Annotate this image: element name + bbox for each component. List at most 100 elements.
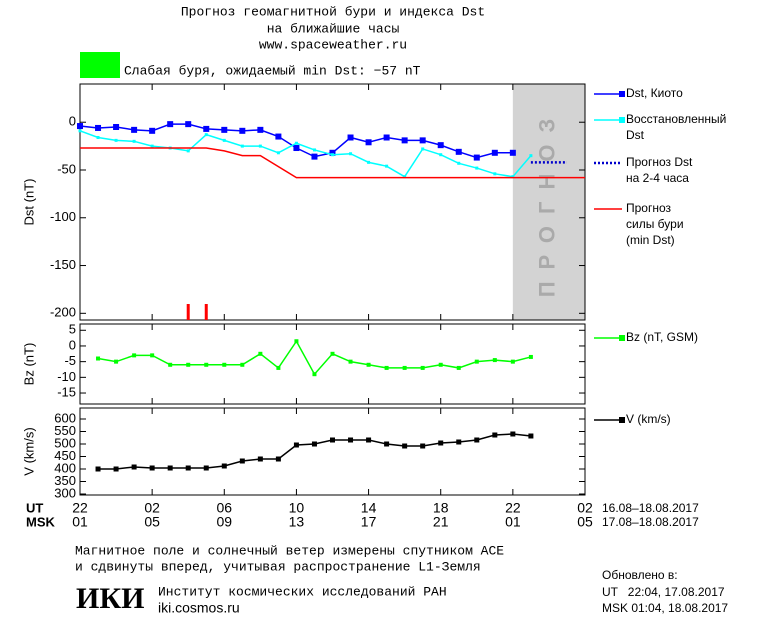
data-point (437, 142, 444, 149)
y-tick-label: -10 (57, 369, 76, 384)
data-point (275, 133, 282, 140)
x-tick-label-msk: 01 (72, 514, 88, 530)
data-point (167, 465, 173, 471)
data-point (150, 353, 155, 358)
data-point (529, 154, 533, 158)
data-point (457, 161, 461, 165)
legend-label: Bz (nT, GSM) (626, 330, 698, 344)
url: www.spaceweather.ru (259, 37, 407, 52)
data-point (439, 153, 443, 157)
data-point (474, 437, 480, 443)
x-tick-label: 06 (216, 500, 232, 516)
data-point (258, 351, 263, 356)
series-line (80, 147, 585, 179)
data-point (349, 152, 353, 156)
msk-range: 17.08–18.08.2017 (602, 515, 699, 529)
data-point (438, 440, 444, 446)
data-point (330, 437, 335, 443)
data-point (311, 153, 318, 160)
data-point (240, 362, 245, 367)
data-point (312, 148, 316, 152)
data-point (420, 365, 425, 370)
data-point (186, 362, 191, 367)
data-point (367, 160, 371, 164)
data-point (257, 456, 263, 462)
updated-msk: MSK 01:04, 18.08.2017 (602, 601, 728, 615)
x-tick-label-msk: 09 (216, 514, 232, 530)
data-point (438, 362, 443, 367)
series-line (97, 339, 532, 376)
y-tick-label: 300 (54, 485, 76, 500)
data-point (95, 124, 102, 131)
data-point (421, 147, 425, 151)
data-point (203, 125, 210, 132)
legend-label: на 2-4 часа (626, 171, 689, 185)
y-tick-label: 600 (54, 410, 76, 425)
y-tick-label: 0 (69, 337, 76, 352)
y-tick-label: 400 (54, 460, 76, 475)
legend-marker (619, 117, 625, 123)
data-point (420, 443, 426, 449)
data-point (257, 126, 264, 133)
data-point (221, 463, 227, 469)
data-point (167, 121, 174, 128)
y-tick-label: -200 (50, 305, 76, 320)
data-point (510, 359, 515, 364)
series-line (79, 123, 513, 159)
x-tick-label: 10 (289, 500, 305, 516)
data-point (509, 149, 516, 156)
data-point (275, 456, 281, 462)
institute: Институт космических исследований РАН (158, 584, 447, 599)
legend-marker (619, 91, 625, 97)
data-point (276, 151, 280, 155)
x-tick-label: 22 (505, 500, 521, 516)
msk-label: MSK (26, 514, 56, 529)
data-point (456, 365, 461, 370)
status-text: Слабая буря, ожидаемый min Dst: −57 nT (124, 63, 421, 78)
plot-frame (79, 407, 586, 496)
data-point (168, 362, 173, 367)
data-point (96, 136, 100, 140)
data-point (403, 175, 407, 179)
x-tick-label-msk: 05 (144, 514, 160, 530)
forecast-region (512, 84, 585, 320)
updated-ut: UT 22:04, 17.08.2017 (602, 585, 725, 599)
data-point (348, 359, 353, 364)
data-point (473, 154, 480, 161)
data-point (95, 466, 101, 472)
data-point (293, 442, 299, 448)
legend-label: Прогноз (626, 201, 672, 215)
data-point (185, 121, 192, 128)
data-point (114, 359, 119, 364)
data-point (222, 362, 227, 367)
plot-frame (79, 323, 586, 405)
x-tick-label-msk: 13 (289, 514, 305, 530)
data-point (402, 443, 408, 449)
logo: ИКИ (76, 582, 144, 615)
status-swatch (80, 52, 120, 78)
data-point (348, 437, 354, 443)
data-point (204, 362, 209, 367)
data-point (96, 356, 101, 361)
data-point (456, 439, 462, 445)
x-tick-label-msk: 17 (361, 514, 377, 530)
data-point (511, 175, 515, 179)
note-line: Магнитное поле и солнечный ветер измерен… (75, 543, 504, 558)
data-point (258, 144, 262, 148)
data-point (347, 134, 354, 141)
x-tick-label-msk: 01 (505, 514, 521, 530)
legend-marker (619, 335, 625, 341)
y-tick-label: 5 (69, 322, 76, 337)
y-tick-label: -50 (57, 161, 76, 176)
title-line: на ближайшие часы (267, 21, 400, 36)
data-point (221, 126, 228, 133)
data-point (293, 145, 300, 152)
data-point (402, 365, 407, 370)
data-point (528, 433, 534, 439)
x-tick-label: 02 (577, 500, 593, 516)
y-tick-label: -15 (57, 384, 76, 399)
x-tick-label: 18 (433, 500, 449, 516)
data-point (77, 123, 83, 130)
data-point (276, 365, 281, 370)
